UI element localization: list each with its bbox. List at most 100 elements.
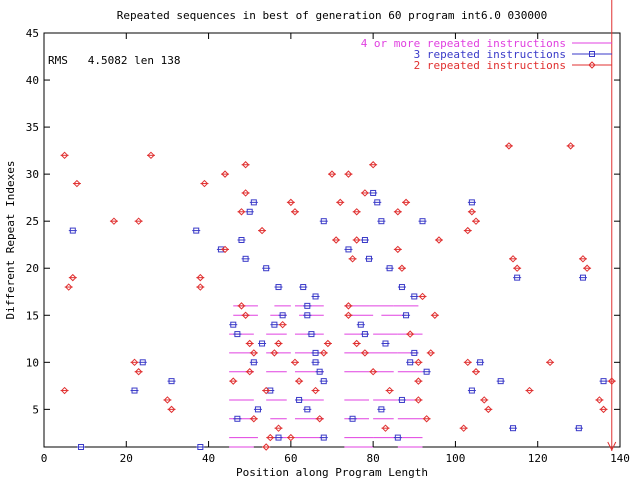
data-point-diamond	[344, 311, 353, 319]
y-tick-label: 25	[26, 215, 39, 228]
data-point-diamond	[134, 368, 143, 376]
data-point-box	[234, 331, 241, 338]
data-point-diamond	[332, 236, 340, 244]
x-tick-label: 120	[528, 452, 548, 465]
data-point-box	[304, 312, 311, 319]
data-point-box	[349, 415, 356, 422]
data-point-diamond	[320, 349, 328, 357]
data-point-diamond	[229, 377, 237, 385]
data-point-box	[279, 312, 286, 319]
data-point-diamond	[525, 386, 534, 395]
y-tick-label: 15	[26, 309, 39, 322]
data-point-diamond	[385, 386, 394, 395]
data-point-diamond	[163, 396, 172, 404]
legend-label: 3 repeated instructions	[414, 48, 566, 61]
data-point-diamond	[241, 189, 250, 197]
data-point-box	[168, 378, 175, 385]
rms-annotation: RMS 4.5082 len 138	[48, 54, 180, 67]
y-tick-label: 5	[32, 403, 39, 416]
series-group	[68, 189, 608, 450]
data-point-diamond	[464, 226, 472, 235]
data-point-box	[308, 331, 315, 338]
data-point-box	[468, 387, 475, 394]
data-point-box	[497, 378, 504, 385]
data-point-diamond	[381, 424, 390, 432]
data-point-box	[316, 368, 323, 375]
axes-layer: 0 20 40 60 80 100 120 140 5 10 15 20 25 30 35 40 45	[26, 27, 630, 465]
data-point-diamond	[69, 273, 77, 282]
data-point-diamond	[418, 292, 427, 301]
data-point-diamond	[147, 151, 155, 160]
data-point-diamond	[167, 405, 176, 414]
data-point-box	[312, 349, 319, 356]
x-tick-label: 0	[41, 452, 48, 465]
data-point-box	[250, 359, 257, 366]
data-point-box	[366, 255, 373, 262]
data-point-diamond	[250, 349, 258, 357]
data-point-diamond	[394, 245, 402, 254]
data-point-diamond	[566, 142, 575, 150]
data-point-diamond	[237, 302, 246, 310]
data-point-diamond	[361, 189, 369, 197]
data-point-box	[296, 396, 303, 403]
data-point-diamond	[73, 179, 81, 188]
data-point-box	[312, 293, 319, 300]
legend-label: 2 repeated instructions	[414, 59, 566, 72]
data-point-diamond	[509, 255, 517, 263]
plot-frame	[43, 32, 621, 448]
legend-label: 4 or more repeated instructions	[361, 37, 566, 50]
data-point-diamond	[431, 311, 439, 319]
data-point-diamond	[291, 358, 299, 367]
data-point-diamond	[352, 339, 361, 348]
data-point-box	[579, 274, 586, 281]
data-point-diamond	[459, 424, 468, 432]
data-point-diamond	[196, 283, 205, 291]
program-length-arrow	[607, 441, 617, 452]
data-point-diamond	[369, 368, 377, 376]
data-point-box	[378, 406, 385, 413]
data-point-box	[394, 434, 401, 441]
data-point-box	[78, 444, 85, 450]
data-point-box	[275, 284, 282, 291]
data-point-box	[312, 359, 319, 366]
data-point-box	[230, 321, 237, 328]
data-point-diamond	[414, 358, 423, 367]
data-point-diamond	[200, 179, 209, 188]
data-point-box	[254, 406, 261, 413]
y-tick-label: 30	[26, 168, 39, 181]
data-point-diamond	[427, 349, 435, 357]
data-point-box	[514, 274, 521, 281]
legend-marker-box	[589, 51, 595, 57]
data-point-diamond	[579, 255, 587, 263]
data-point-box	[477, 359, 484, 366]
data-point-diamond	[266, 433, 274, 442]
data-point-box	[398, 284, 405, 291]
data-point-diamond	[348, 255, 357, 263]
data-point-box	[407, 359, 414, 366]
data-point-diamond	[250, 415, 258, 423]
data-point-diamond	[595, 396, 604, 404]
data-point-diamond	[414, 396, 423, 404]
data-point-diamond	[599, 405, 608, 414]
data-point-diamond	[394, 208, 402, 216]
data-point-box	[234, 415, 241, 422]
data-point-box	[398, 396, 405, 403]
y-tick-label: 45	[26, 27, 39, 40]
data-point-diamond	[468, 208, 476, 216]
data-point-diamond	[311, 386, 320, 395]
data-point-diamond	[291, 208, 299, 216]
data-point-diamond	[472, 217, 480, 225]
data-point-diamond	[64, 283, 73, 291]
data-point-diamond	[237, 208, 246, 216]
data-point-diamond	[328, 170, 336, 178]
data-point-box	[361, 331, 368, 338]
data-point-box	[419, 218, 426, 225]
data-point-box	[259, 340, 266, 347]
data-point-box	[320, 378, 327, 385]
data-point-box	[320, 434, 327, 441]
data-point-diamond	[484, 405, 493, 414]
data-point-box	[320, 218, 327, 225]
data-point-box	[575, 425, 582, 432]
